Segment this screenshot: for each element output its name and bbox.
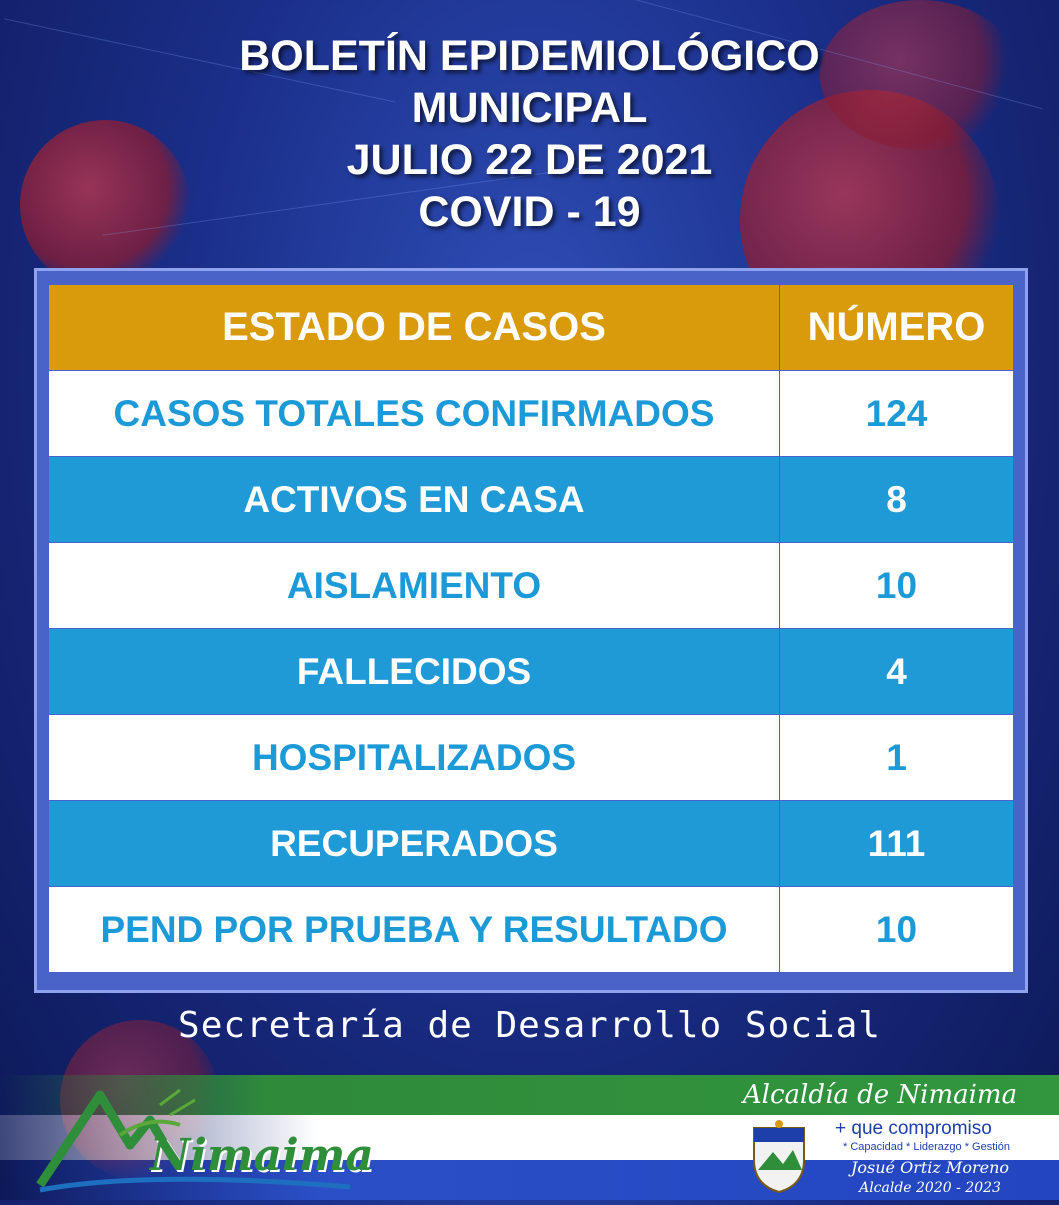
table-row: HOSPITALIZADOS 1 <box>49 715 1013 800</box>
row-value: 4 <box>780 629 1013 714</box>
table-row: CASOS TOTALES CONFIRMADOS 124 <box>49 371 1013 456</box>
coat-of-arms-icon <box>753 1120 805 1194</box>
footer-band <box>0 1075 1059 1200</box>
table-row: AISLAMIENTO 10 <box>49 543 1013 628</box>
row-value: 1 <box>780 715 1013 800</box>
mountain-logo-icon <box>36 1088 351 1193</box>
row-label: RECUPERADOS <box>49 801 779 886</box>
table-header-row: ESTADO DE CASOS NÚMERO <box>49 285 1013 370</box>
mayor-period: Alcalde 2020 - 2023 <box>859 1180 1001 1196</box>
row-value: 10 <box>780 543 1013 628</box>
title-line: COVID - 19 <box>418 188 641 236</box>
title-line: MUNICIPAL <box>411 84 648 132</box>
title-line: BOLETÍN EPIDEMIOLÓGICO <box>239 32 820 80</box>
mayor-name: Josué Ortiz Moreno <box>850 1158 1009 1177</box>
row-label: FALLECIDOS <box>49 629 779 714</box>
cases-table-frame: ESTADO DE CASOS NÚMERO CASOS TOTALES CON… <box>34 268 1028 993</box>
logo-text: Nimaima <box>150 1130 374 1181</box>
alcaldia-name: Alcaldía de Nimaima <box>742 1080 1018 1110</box>
header-status: ESTADO DE CASOS <box>49 285 779 370</box>
row-value: 124 <box>780 371 1013 456</box>
row-value: 8 <box>780 457 1013 542</box>
header-number: NÚMERO <box>780 285 1013 370</box>
band-green <box>0 1075 1059 1115</box>
row-label: AISLAMIENTO <box>49 543 779 628</box>
table-row: ACTIVOS EN CASA 8 <box>49 457 1013 542</box>
row-label: ACTIVOS EN CASA <box>49 457 779 542</box>
row-value: 10 <box>780 887 1013 972</box>
values-text: * Capacidad * Liderazgo * Gestión <box>843 1141 1010 1153</box>
slogan: + que compromiso <box>835 1118 992 1139</box>
row-label: HOSPITALIZADOS <box>49 715 779 800</box>
nimaima-logo: Nimaima <box>30 1075 374 1200</box>
table-row: FALLECIDOS 4 <box>49 629 1013 714</box>
title-line: JULIO 22 DE 2021 <box>346 136 713 184</box>
cases-table: ESTADO DE CASOS NÚMERO CASOS TOTALES CON… <box>49 285 1013 973</box>
row-label: PEND POR PRUEBA Y RESULTADO <box>49 887 779 972</box>
row-label: CASOS TOTALES CONFIRMADOS <box>49 371 779 456</box>
row-value: 111 <box>780 801 1013 886</box>
bulletin-title: BOLETÍN EPIDEMIOLÓGICO MUNICIPAL JULIO 2… <box>0 30 1059 238</box>
table-row: PEND POR PRUEBA Y RESULTADO 10 <box>49 887 1013 972</box>
table-row: RECUPERADOS 111 <box>49 801 1013 886</box>
department-name: Secretaría de Desarrollo Social <box>178 1005 881 1046</box>
